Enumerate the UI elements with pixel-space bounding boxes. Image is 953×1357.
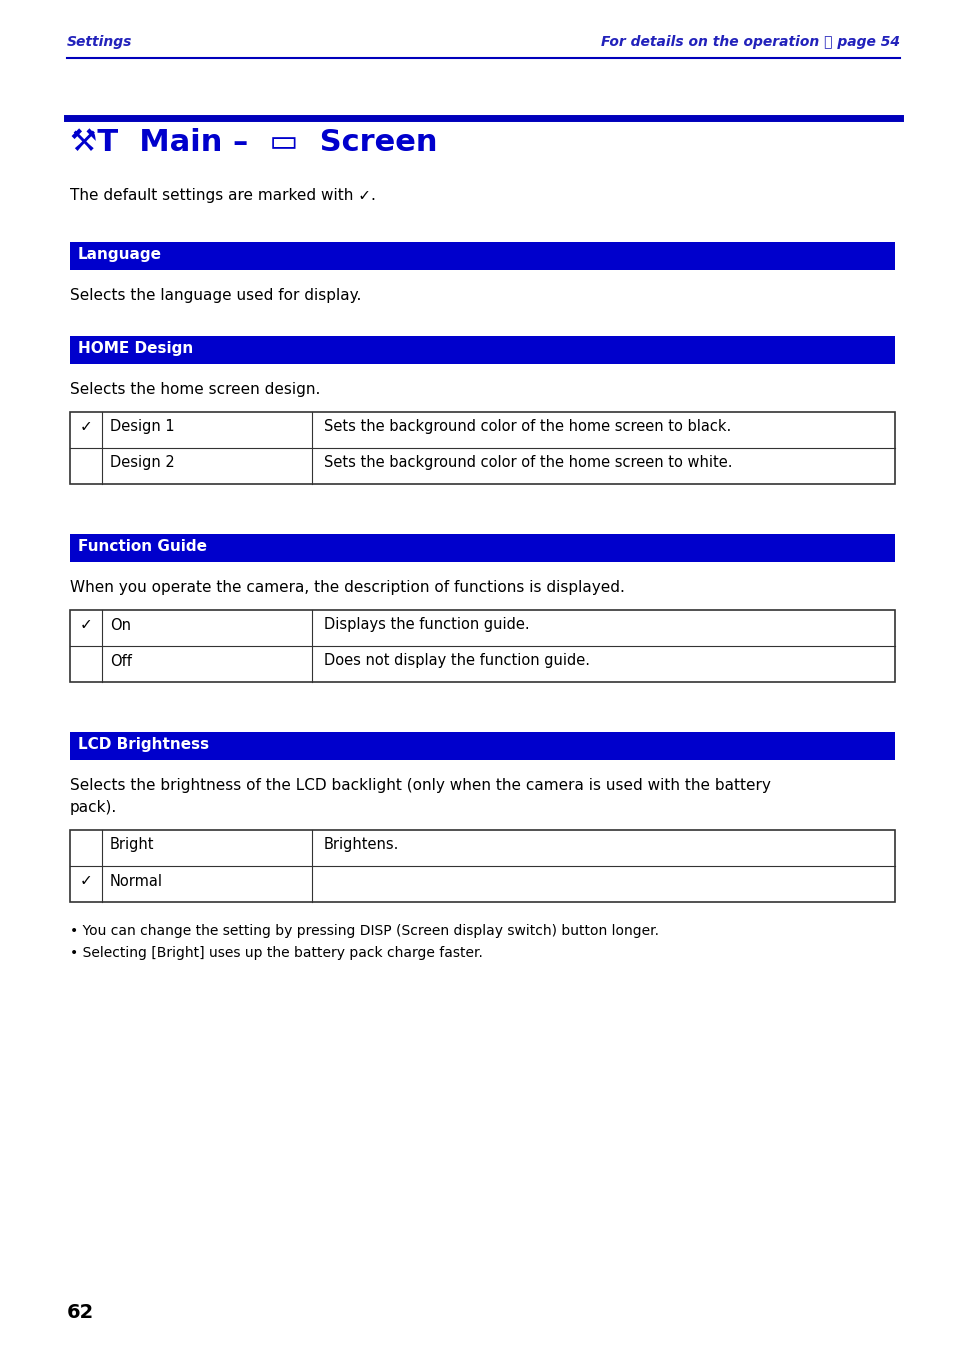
Text: HOME Design: HOME Design	[78, 341, 193, 356]
Bar	[70, 611, 894, 683]
Text: Language: Language	[78, 247, 162, 262]
Text: Settings: Settings	[67, 35, 132, 49]
Bar	[70, 731, 894, 760]
Text: • Selecting [Bright] uses up the battery pack charge faster.: • Selecting [Bright] uses up the battery…	[70, 946, 482, 959]
Bar	[70, 830, 894, 902]
Text: Selects the brightness of the LCD backlight (only when the camera is used with t: Selects the brightness of the LCD backli…	[70, 778, 770, 792]
Text: For details on the operation ⓕ page 54: For details on the operation ⓕ page 54	[600, 35, 899, 49]
Text: ✓: ✓	[79, 874, 92, 889]
Text: 62: 62	[67, 1303, 94, 1322]
Text: On: On	[110, 617, 131, 632]
Text: Sets the background color of the home screen to black.: Sets the background color of the home sc…	[324, 419, 731, 434]
Bar	[70, 337, 894, 364]
Text: Selects the home screen design.: Selects the home screen design.	[70, 383, 320, 398]
Text: pack).: pack).	[70, 801, 117, 816]
Text: LCD Brightness: LCD Brightness	[78, 737, 209, 752]
Text: Brightens.: Brightens.	[324, 837, 399, 852]
Bar	[70, 242, 894, 270]
Text: Function Guide: Function Guide	[78, 539, 207, 554]
Text: Displays the function guide.: Displays the function guide.	[324, 617, 529, 632]
Text: Normal: Normal	[110, 874, 163, 889]
Text: ✓: ✓	[79, 419, 92, 434]
Text: Design 1: Design 1	[110, 419, 174, 434]
Text: Off: Off	[110, 654, 132, 669]
Text: • You can change the setting by pressing DISP (Screen display switch) button lon: • You can change the setting by pressing…	[70, 924, 659, 938]
Text: ✓: ✓	[79, 617, 92, 632]
Bar	[70, 535, 894, 562]
Text: Bright: Bright	[110, 837, 154, 852]
Text: When you operate the camera, the description of functions is displayed.: When you operate the camera, the descrip…	[70, 579, 624, 594]
Text: Sets the background color of the home screen to white.: Sets the background color of the home sc…	[324, 456, 732, 471]
Text: Does not display the function guide.: Does not display the function guide.	[324, 654, 589, 669]
Text: The default settings are marked with ✓.: The default settings are marked with ✓.	[70, 189, 375, 204]
Bar	[70, 413, 894, 484]
Text: Design 2: Design 2	[110, 456, 174, 471]
Text: ⚒T  Main –  ▭  Screen: ⚒T Main – ▭ Screen	[70, 128, 437, 157]
Text: Selects the language used for display.: Selects the language used for display.	[70, 288, 361, 303]
